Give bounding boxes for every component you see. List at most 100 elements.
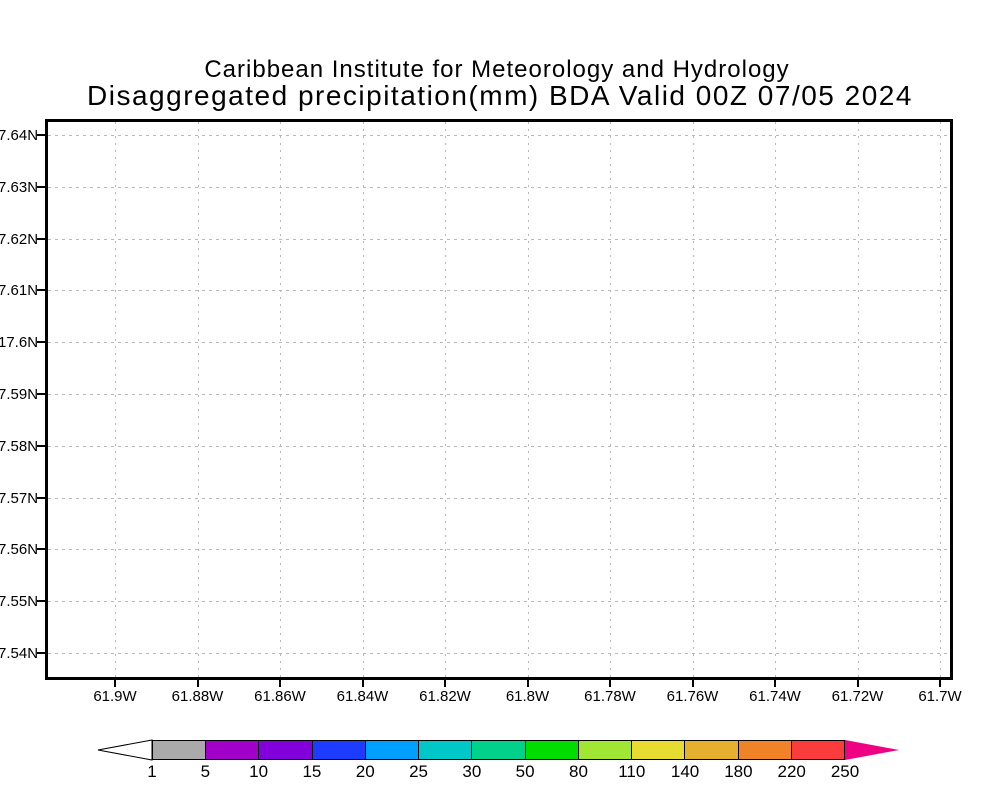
x-axis-label: 61.9W (93, 688, 137, 705)
x-axis-tick (609, 680, 611, 687)
colorbar-level-label: 25 (409, 762, 428, 781)
vertical-gridline (775, 122, 776, 677)
x-axis-label: 61.7W (918, 688, 962, 705)
colorbar-level-label: 1 (147, 762, 157, 781)
map-plot-area (45, 119, 953, 680)
y-axis-tick (37, 185, 45, 188)
colorbar-segment (684, 741, 738, 759)
colorbar-segment (737, 741, 791, 759)
y-axis-label: 7.62N (0, 230, 39, 248)
colorbar-segment (418, 741, 472, 759)
vertical-gridline (692, 122, 694, 677)
horizontal-gridline (48, 601, 950, 603)
y-axis-tick (37, 652, 45, 654)
colorbar-segment (577, 741, 632, 759)
colorbar-segment (364, 741, 419, 759)
y-axis-tick (37, 289, 45, 292)
x-axis-label: 61.8W (505, 688, 550, 705)
x-axis-tick (114, 680, 116, 687)
y-axis-label: 7.58N (0, 437, 39, 455)
colorbar-segment (205, 741, 259, 759)
x-axis-label: 61.84W (336, 688, 389, 705)
colorbar-segment (631, 741, 685, 759)
x-axis-label: 61.86W (254, 688, 306, 705)
institution-title: Caribbean Institute for Meteorology and … (204, 56, 790, 83)
y-axis-label: 7.61N (0, 282, 39, 300)
vertical-gridline (115, 122, 116, 677)
vertical-gridline (940, 122, 941, 677)
y-axis-tick (37, 237, 45, 240)
y-axis-label: 7.57N (0, 489, 39, 507)
chart-title: Disaggregated precipitation(mm) BDA Vali… (87, 80, 913, 111)
colorbar-segment (471, 741, 525, 759)
colorbar-underflow-arrow-icon (97, 739, 153, 761)
y-axis-tick (37, 600, 45, 603)
y-axis-label: 7.59N (0, 386, 39, 403)
colorbar-level-label: 110 (618, 762, 646, 781)
vertical-gridline (197, 122, 199, 677)
colorbar-level-label: 15 (302, 762, 322, 781)
y-axis-label: 7.54N (0, 645, 39, 662)
colorbar-segment (258, 741, 312, 759)
x-axis-label: 61.82W (419, 688, 471, 705)
horizontal-gridline (48, 290, 950, 292)
horizontal-gridline (48, 135, 950, 136)
vertical-gridline (280, 122, 281, 677)
horizontal-gridline (48, 549, 950, 551)
horizontal-gridline (48, 653, 950, 654)
x-axis-label: 61.88W (171, 688, 224, 705)
vertical-gridline (857, 122, 859, 677)
colorbar-level-label: 10 (249, 762, 269, 781)
y-axis-tick (37, 496, 45, 499)
colorbar-level-label: 140 (670, 762, 700, 781)
colorbar-level-label: 20 (355, 762, 375, 781)
x-axis-tick (526, 680, 529, 687)
y-axis-tick (37, 341, 45, 344)
colorbar-level-label: 50 (515, 762, 535, 781)
colorbar-level-label: 80 (568, 762, 588, 781)
y-axis-label: 7.64N (0, 127, 39, 144)
colorbar-level-label: 5 (200, 762, 211, 781)
vertical-gridline (445, 122, 446, 677)
horizontal-gridline (48, 342, 950, 344)
y-axis-label: 7.56N (0, 541, 39, 559)
horizontal-gridline (48, 238, 950, 240)
x-axis-tick (279, 680, 281, 687)
colorbar-level-label: 220 (777, 762, 806, 781)
y-axis-tick (37, 393, 45, 395)
y-axis-tick (37, 548, 45, 551)
x-axis-tick (444, 680, 446, 687)
y-axis-tick (37, 444, 45, 447)
y-axis-tick (37, 134, 45, 136)
x-axis-tick (774, 680, 776, 687)
horizontal-gridline (48, 497, 950, 499)
x-axis-tick (939, 680, 941, 687)
vertical-gridline (527, 122, 529, 677)
horizontal-gridline (48, 394, 950, 395)
colorbar-level-label: 250 (830, 762, 860, 781)
colorbar-segment (153, 741, 206, 759)
x-axis-label: 61.72W (831, 688, 884, 705)
x-axis-label: 61.76W (666, 688, 719, 705)
y-axis-label: 7.55N (0, 593, 39, 611)
colorbar-level-label: 180 (724, 762, 753, 781)
colorbar-segment (790, 741, 845, 759)
vertical-gridline (610, 122, 611, 677)
colorbar-overflow-arrow-icon (845, 740, 899, 760)
y-axis-label: 7.63N (0, 178, 39, 196)
colorbar-segment (524, 741, 578, 759)
x-axis-tick (196, 680, 199, 687)
colorbar (152, 740, 845, 760)
horizontal-gridline (48, 445, 950, 447)
x-axis-tick (856, 680, 859, 687)
colorbar-segment (311, 741, 365, 759)
colorbar-level-label: 30 (462, 762, 482, 781)
horizontal-gridline (48, 186, 950, 188)
y-axis-label: 17.6N (0, 334, 39, 352)
x-axis-label: 61.78W (584, 688, 636, 705)
x-axis-label: 61.74W (749, 688, 801, 705)
x-axis-tick (361, 680, 364, 687)
x-axis-tick (691, 680, 694, 687)
vertical-gridline (362, 122, 364, 677)
